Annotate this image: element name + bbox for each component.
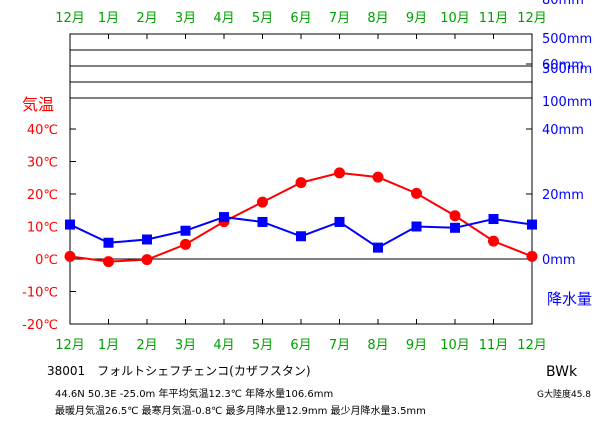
bottom-month-label: 10月 [440, 338, 470, 353]
climate-classification: BWk [546, 364, 578, 380]
bottom-month-label: 7月 [329, 338, 350, 353]
precip-tick-label: 300mm [542, 62, 592, 77]
top-month-label: 12月 [55, 11, 85, 26]
precip-point [488, 214, 499, 225]
top-month-label: 12月 [517, 11, 547, 26]
temp-tick-label: 30℃ [27, 156, 58, 171]
precip-tick-label: 100mm [542, 95, 592, 110]
bottom-month-label: 4月 [213, 338, 234, 353]
top-month-label: 2月 [136, 11, 157, 26]
precip-tick-label: 20mm [542, 188, 584, 203]
series-layer [64, 167, 538, 268]
top-month-label: 10月 [440, 11, 470, 26]
precip-point [180, 225, 191, 236]
temp-tick-label: 0℃ [35, 253, 58, 268]
temp-tick-label: 10℃ [27, 221, 58, 236]
station-name: 38001 フォルトシェフチェンコ(カザフスタン) [47, 364, 311, 378]
precip-point [142, 234, 152, 245]
temp-point [64, 250, 76, 262]
precip-point [334, 216, 345, 227]
bottom-month-label: 12月 [55, 338, 85, 353]
bottom-month-label: 6月 [290, 338, 311, 353]
station-extremes: 最暖月気温26.5℃ 最寒月気温-0.8℃ 最多月降水量12.9mm 最少月降水… [55, 406, 426, 417]
precip-tick-label: 60mm [542, 58, 584, 73]
top-month-label: 8月 [367, 11, 388, 26]
precip-axis-label: 降水量 [547, 290, 592, 308]
temp-point [141, 254, 153, 266]
temp-tick-label: 40℃ [27, 123, 58, 138]
temp-tick-label: 20℃ [27, 188, 58, 203]
precip-point [257, 216, 268, 227]
temp-point [449, 210, 461, 222]
temp-point [334, 167, 345, 179]
precip-tick-label: 80mm [542, 0, 584, 8]
top-month-label: 9月 [406, 11, 427, 26]
temp-point [103, 256, 114, 268]
top-month-label: 5月 [252, 11, 273, 26]
continentality-index: G大陸度45.8 [537, 390, 592, 400]
temp-axis-label: 気温 [22, 95, 54, 114]
precip-point [450, 222, 460, 233]
temp-tick-label: -20℃ [22, 318, 58, 333]
top-month-label: 3月 [175, 11, 196, 26]
precip-point [373, 242, 383, 253]
temp-point [295, 177, 307, 189]
precip-tick-label: 0mm [542, 253, 576, 268]
bottom-month-label: 2月 [136, 338, 157, 353]
precip-point [219, 212, 229, 223]
temp-tick-label: -10℃ [22, 286, 58, 301]
temp-point [526, 250, 538, 262]
bottom-month-label: 8月 [367, 338, 388, 353]
bottom-month-label: 5月 [252, 338, 273, 353]
precip-upper-band [70, 49, 532, 99]
bottom-month-label: 3月 [175, 338, 196, 353]
temp-point [488, 235, 499, 247]
bottom-month-label: 1月 [98, 338, 119, 353]
temp-axis-ticks: 40℃ 30℃ 20℃ 10℃ 0℃ -10℃ -20℃ [22, 123, 76, 333]
bottom-month-label: 11月 [479, 338, 509, 353]
temp-point [411, 187, 422, 199]
top-month-label: 6月 [290, 11, 311, 26]
top-month-labels: 12月 1月 2月 3月 4月 5月 6月 7月 8月 9月 10月 11月 12月 [55, 11, 547, 39]
station-summary: 44.6N 50.3E -25.0m 年平均気温12.3℃ 年降水量106.6m… [55, 389, 334, 400]
precip-point [411, 221, 422, 232]
top-month-label: 7月 [329, 11, 350, 26]
precip-point [296, 231, 306, 242]
bottom-month-label: 12月 [517, 338, 547, 353]
temp-point [372, 171, 384, 183]
precip-point [103, 237, 114, 248]
precip-tick-label: 40mm [542, 123, 584, 138]
top-month-label: 11月 [479, 11, 509, 26]
bottom-month-label: 9月 [406, 338, 427, 353]
temp-point [257, 196, 268, 208]
temp-point [180, 238, 191, 250]
precip-point [527, 219, 537, 230]
top-month-label: 4月 [213, 11, 234, 26]
top-month-label: 1月 [98, 11, 119, 26]
precip-axis-ticks: 500mm 300mm 100mm 80mm 60mm 40mm 20mm 0mm [526, 0, 592, 268]
bottom-month-labels: 12月 1月 2月 3月 4月 5月 6月 7月 8月 9月 10月 11月 12月 [55, 319, 547, 353]
precip-tick-label: 500mm [542, 32, 592, 47]
precip-point [65, 219, 75, 230]
